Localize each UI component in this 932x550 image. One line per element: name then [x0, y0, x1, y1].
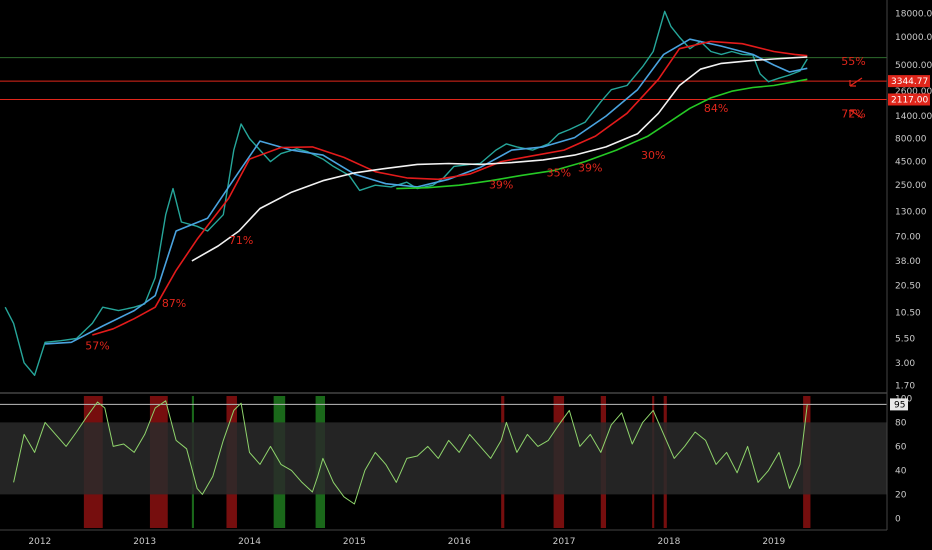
price-horizontal-lines	[0, 57, 887, 100]
percent-annotation: 87%	[162, 297, 186, 310]
price-tags: 3344.77 2117.00	[888, 75, 930, 106]
price-tick-label: 250.00	[895, 181, 927, 191]
price-tick-label: 38.00	[895, 257, 921, 267]
price-tick-label: 10000.00	[895, 33, 932, 43]
price-tick-label: 70.00	[895, 232, 921, 242]
rsi-current-value-label: 95	[894, 400, 905, 410]
percent-annotation: 39%	[489, 179, 513, 192]
percent-annotation: 55%	[841, 55, 865, 68]
price-tick-label: 130.00	[895, 207, 927, 217]
rsi-tick-label: 20	[895, 490, 907, 500]
rsi-tick-label: 40	[895, 466, 907, 476]
time-tick-label: 2018	[657, 537, 680, 547]
price-tick-label: 5000.00	[895, 61, 932, 71]
series-ma-red	[92, 40, 808, 336]
percent-annotation: 72%	[841, 108, 865, 121]
percent-annotation: 30%	[641, 149, 665, 162]
time-tick-label: 2012	[28, 537, 51, 547]
percent-annotation: 57%	[85, 339, 109, 352]
time-tick-label: 2017	[553, 537, 576, 547]
price-y-axis: 18000.00 10000.00 5000.00 2600.00 1400.00 800…	[895, 10, 932, 392]
price-tick-label: 1.70	[895, 382, 915, 392]
percent-annotations: 57% 87% 71% 39% 35% 39% 30% 84% 55% 72%	[85, 55, 865, 352]
percent-annotation: 71%	[229, 234, 253, 247]
rsi-tick-label: 80	[895, 418, 907, 428]
rsi-y-axis: 10095806040200	[890, 394, 912, 524]
time-tick-label: 2016	[448, 537, 471, 547]
time-tick-label: 2015	[343, 537, 366, 547]
rsi-series-group	[13, 400, 808, 505]
time-tick-label: 2019	[762, 537, 785, 547]
price-tick-label: 20.50	[895, 282, 921, 292]
series-ma-green	[396, 78, 808, 190]
price-tag-box	[888, 93, 930, 106]
price-tick-label: 800.00	[895, 135, 927, 145]
rsi-tick-label: 0	[895, 514, 901, 524]
arrow-up-left-icon	[849, 109, 863, 119]
time-x-axis: 2012 2013 2014 2015 2016 2017 2018 2019	[28, 537, 785, 547]
price-tick-label: 18000.00	[895, 10, 932, 20]
rsi-current-value-tag	[890, 398, 908, 411]
time-tick-label: 2013	[133, 537, 156, 547]
price-tag-label: 2117.00	[891, 95, 928, 105]
rsi-tick-label: 60	[895, 442, 907, 452]
price-tag-label: 3344.77	[891, 77, 928, 87]
price-tick-label: 450.00	[895, 158, 927, 168]
series-rsi	[13, 400, 808, 505]
annotation-arrows	[849, 77, 863, 119]
price-tick-label: 3.00	[895, 359, 915, 369]
arrow-down-left-icon	[849, 77, 863, 87]
price-tick-label: 5.50	[895, 334, 915, 344]
series-ma-white	[191, 56, 808, 262]
percent-annotation: 39%	[578, 162, 602, 175]
price-tick-label: 10.50	[895, 309, 921, 319]
price-tick-label: 1400.00	[895, 112, 932, 122]
price-tag-box	[888, 75, 930, 88]
price-tick-label: 2600.00	[895, 87, 932, 97]
price-series-group	[4, 10, 808, 376]
time-tick-label: 2014	[238, 537, 261, 547]
percent-annotation: 35%	[547, 167, 571, 180]
rsi-band	[0, 422, 887, 495]
percent-annotation: 84%	[704, 102, 728, 115]
